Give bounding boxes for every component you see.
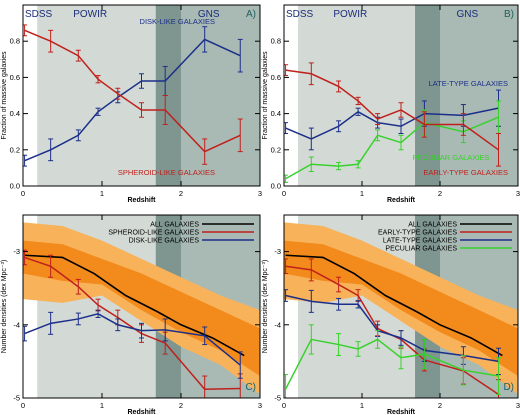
plot-area	[23, 215, 260, 398]
x-tick-label: 1	[360, 401, 364, 410]
legend-label: EARLY-TYPE GALAXIES	[378, 230, 457, 237]
y-tick-label: 0.4	[271, 109, 281, 118]
y-axis-label: Fraction of massive galaxies	[1, 51, 8, 140]
y-tick-label: 0.2	[10, 145, 20, 154]
legend-label: PECULIAR GALAXIES	[385, 246, 457, 253]
x-tick-label: 0	[21, 189, 25, 198]
survey-label: GNS	[198, 9, 220, 20]
overlap-band	[155, 5, 181, 186]
x-tick-label: 3	[516, 401, 520, 410]
x-axis-label: Redshift	[387, 197, 416, 204]
x-tick-label: 1	[360, 189, 364, 198]
x-tick-label: 1	[100, 401, 104, 410]
x-tick-label: 3	[258, 189, 262, 198]
y-tick-label: 0.4	[10, 109, 20, 118]
legend-label: LATE-TYPE GALAXIES	[383, 238, 458, 245]
x-axis-label: Redshift	[387, 409, 416, 415]
series-line-0	[285, 254, 503, 357]
powir-band	[298, 5, 416, 186]
x-tick-label: 2	[438, 401, 442, 410]
x-tick-label: 3	[258, 401, 262, 410]
panel-a: 0 1 2 3 0.0 0.2 0.4 0.6 0.8 Redshift Fraction of m…	[1, 4, 262, 204]
series-line-0	[24, 254, 245, 357]
y-tick-label: -3	[274, 247, 281, 256]
plot-frame	[22, 214, 261, 399]
y-tick-label: 0.6	[10, 73, 20, 82]
y-tick-label: -4	[13, 320, 20, 329]
y-tick-label: -3	[13, 247, 20, 256]
overlap-band	[415, 5, 440, 186]
panel-c: 0 1 2 3 -5 -4 -3 Redshift Number densities (dex …	[1, 214, 262, 415]
sdss-band	[284, 5, 299, 186]
plot-frame	[283, 214, 519, 399]
series-label: PECULIAR GALAXIES	[413, 153, 490, 162]
y-tick-label: -4	[274, 320, 281, 329]
y-axis-label: Number densities (dex Mpc⁻³)	[1, 260, 8, 354]
y-tick-label: 0.8	[271, 37, 281, 46]
y-tick-label: 0.6	[271, 73, 281, 82]
panel-b: 0 1 2 3 0.0 0.2 0.4 0.6 0.8 Redshift Fraction of m…	[262, 4, 520, 204]
plot-area	[284, 215, 518, 398]
y-tick-label: 0.8	[10, 37, 20, 46]
series-label: EARLY-TYPE GALAXIES	[423, 168, 508, 177]
x-tick-label: 0	[282, 189, 286, 198]
x-tick-label: 2	[438, 189, 442, 198]
powir-band	[37, 5, 156, 186]
survey-label: POWIR	[333, 9, 367, 20]
x-tick-label: 1	[100, 189, 104, 198]
panel-label: C)	[245, 382, 256, 393]
envelope-inner	[23, 240, 260, 377]
plot-area	[23, 5, 260, 186]
panel-label: B)	[504, 9, 514, 20]
y-tick-label: 0.0	[10, 182, 20, 191]
series-label: DISK-LIKE GALAXIES	[140, 17, 215, 26]
x-tick-label: 2	[179, 189, 183, 198]
x-tick-label: 2	[179, 401, 183, 410]
legend-label: ALL GALAXIES	[408, 222, 457, 229]
series-label: LATE-TYPE GALAXIES	[429, 79, 508, 88]
survey-label: SDSS	[286, 9, 314, 20]
survey-label: SDSS	[25, 9, 53, 20]
panel-label: A)	[246, 9, 256, 20]
plot-area	[284, 5, 518, 186]
y-tick-label: -5	[274, 394, 281, 403]
x-tick-label: 3	[516, 189, 520, 198]
envelope-inner	[284, 240, 518, 377]
y-tick-label: 0.2	[271, 145, 281, 154]
x-axis-label: Redshift	[128, 197, 157, 204]
y-tick-label: 0.0	[271, 182, 281, 191]
survey-label: GNS	[456, 9, 478, 20]
panel-d: 0 1 2 3 -5 -4 -3 Redshift Number densities (dex …	[262, 214, 520, 415]
gns-band	[181, 5, 260, 186]
panel-label: D)	[503, 382, 514, 393]
plot-frame	[283, 4, 519, 187]
legend-label: ALL GALAXIES	[150, 222, 199, 229]
x-axis-label: Redshift	[128, 409, 157, 415]
legend-label: DISK-LIKE GALAXIES	[129, 238, 200, 245]
y-tick-label: -5	[13, 394, 20, 403]
survey-label: POWIR	[73, 9, 107, 20]
x-tick-label: 0	[21, 401, 25, 410]
legend-label: SPHEROID-LIKE GALAXIES	[108, 230, 199, 237]
y-axis-label: Fraction of massive galaxies	[262, 51, 269, 140]
plot-frame	[22, 4, 261, 187]
series-label: SPHEROID-LIKE GALAXIES	[118, 168, 215, 177]
gns-band	[440, 5, 518, 186]
x-tick-label: 0	[282, 401, 286, 410]
y-axis-label: Number densities (dex Mpc⁻³)	[262, 260, 269, 354]
sdss-band	[23, 5, 38, 186]
